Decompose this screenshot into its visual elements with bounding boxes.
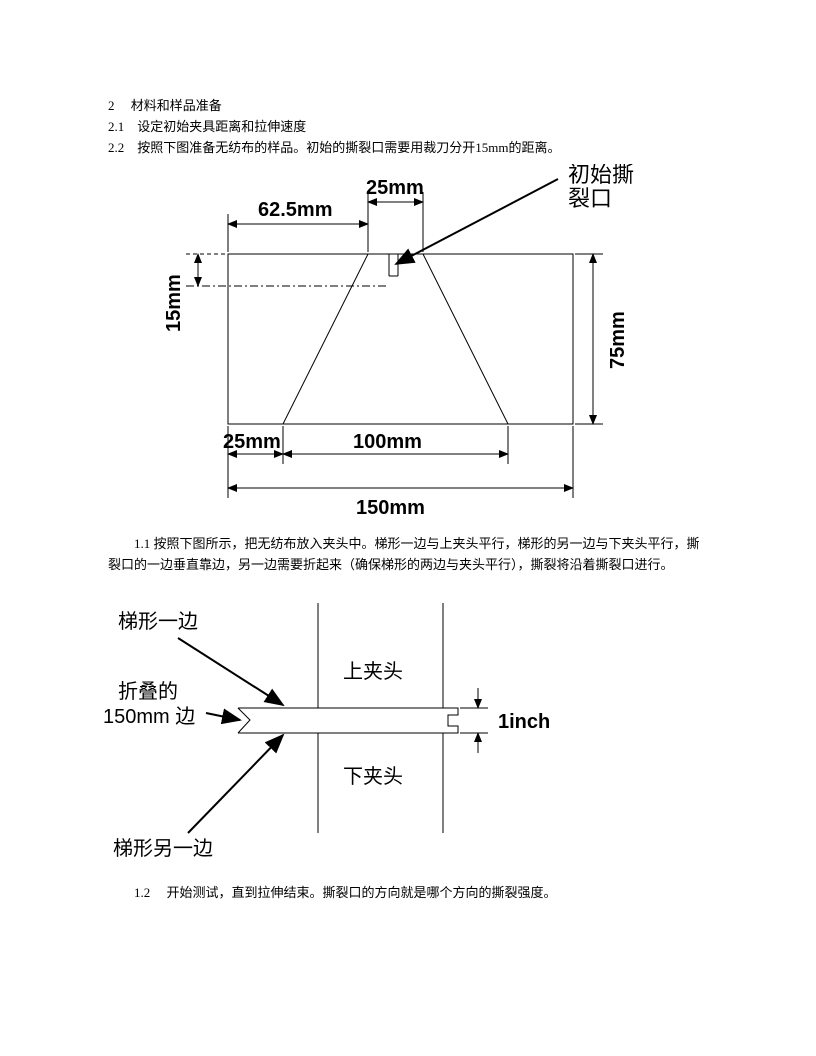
item-2-2: 2.2 按照下图准备无纺布的样品。初始的撕裂口需要用裁刀分开15mm的距离。 xyxy=(108,138,708,159)
label-folded-2: 150mm 边 xyxy=(103,705,195,728)
upper-grip xyxy=(318,603,443,708)
trapezoid-left-edge xyxy=(283,254,368,424)
label-25top: 25mm xyxy=(366,177,424,199)
label-trap-other: 梯形另一边 xyxy=(113,837,213,860)
label-1inch: 1inch xyxy=(498,711,550,733)
label-15mm: 15mm xyxy=(163,275,185,333)
figure-2-grips: 上夹头 下夹头 梯形一边 折叠的 150mm 边 梯形另一边 1inch xyxy=(88,583,608,873)
figure-1-specimen: 15mm 62.5mm 25mm 初始撕 裂口 75mm 25mm 100mm … xyxy=(108,164,708,524)
label-62-5: 62.5mm xyxy=(258,199,333,221)
label-folded-1: 折叠的 xyxy=(118,680,178,703)
callout-folded xyxy=(206,713,240,720)
trapezoid-right-edge xyxy=(423,254,508,424)
label-tear-2: 裂口 xyxy=(568,186,612,211)
para-1-2: 1.2 开始测试，直到拉伸结束。撕裂口的方向就是哪个方向的撕裂强度。 xyxy=(108,883,708,904)
specimen-right-notch xyxy=(443,708,458,733)
specimen-rect xyxy=(228,254,573,424)
label-upper-grip: 上夹头 xyxy=(343,660,403,683)
label-tear-1: 初始撕 xyxy=(568,164,634,187)
section-2-block: 2 材料和样品准备 2.1 设定初始夹具距离和拉伸速度 2.2 按照下图准备无纺… xyxy=(108,96,708,158)
label-25bot: 25mm xyxy=(223,431,281,453)
label-75: 75mm xyxy=(607,312,629,370)
label-trap-side: 梯形一边 xyxy=(118,610,198,633)
callout-trap-side xyxy=(178,638,283,705)
callout-trap-other xyxy=(188,735,283,833)
label-lower-grip: 下夹头 xyxy=(343,765,403,788)
item-2-1: 2.1 设定初始夹具距离和拉伸速度 xyxy=(108,117,708,138)
para-1-1: 1.1 按照下图所示，把无纺布放入夹头中。梯形一边与上夹头平行，梯形的另一边与下… xyxy=(108,534,708,574)
label-150: 150mm xyxy=(356,497,425,519)
label-100: 100mm xyxy=(353,431,422,453)
specimen-left xyxy=(238,708,318,733)
heading-2: 2 材料和样品准备 xyxy=(108,96,708,117)
